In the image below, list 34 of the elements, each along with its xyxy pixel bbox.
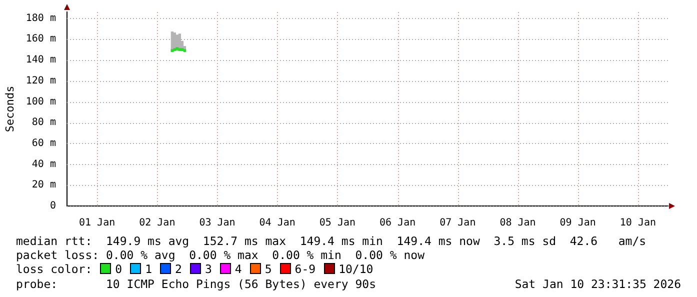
text: Sat Jan 10 23:31:35 2026: [514, 277, 681, 291]
legend-title: loss color:: [16, 262, 92, 276]
y-tick-label: 100 m: [26, 96, 56, 108]
x-tick-label: 08 Jan: [500, 218, 536, 229]
y-tick-label: 40 m: [32, 158, 56, 170]
legend-label: 4: [234, 262, 242, 276]
x-tick-label: 04 Jan: [259, 218, 296, 229]
x-tick-label: 02 Jan: [139, 218, 176, 229]
legend-label: 3: [204, 262, 212, 276]
y-axis-title: Seconds: [3, 86, 16, 132]
y-tick-label: 60 m: [32, 138, 56, 150]
x-tick-label: 03 Jan: [199, 218, 236, 229]
y-tick-label: 120 m: [26, 75, 56, 86]
x-tick-label: 10 Jan: [620, 218, 656, 229]
text: packet loss: 0.00 % avg 0.00 % max 0.00 % min 0.00 % now: [16, 248, 424, 262]
y-tick-label: 140 m: [26, 54, 56, 66]
text: probe: 10 ICMP Echo Pings (56 Bytes) every 90s: [16, 277, 376, 291]
x-tick-label: 09 Jan: [560, 218, 596, 229]
x-tick-label: 05 Jan: [319, 218, 356, 229]
text: median rtt: 149.9 ms avg 152.7 ms max 149.4 ms min 149.4 ms now 3.5 ms sd 42.6 am/s: [16, 234, 646, 248]
x-tick-label: 06 Jan: [379, 218, 416, 229]
y-tick-label: 20 m: [32, 180, 56, 191]
y-tick-label: 0: [50, 200, 56, 212]
legend-label: 10/10: [338, 262, 374, 276]
y-tick-label: 180 m: [26, 12, 56, 24]
y-tick-label: 160 m: [26, 34, 56, 45]
legend-label: 5: [264, 262, 272, 276]
legend-label: 1: [145, 262, 152, 276]
legend-label: 2: [175, 262, 182, 276]
x-tick-label: 07 Jan: [440, 218, 476, 229]
legend-label: 6-9: [294, 262, 316, 276]
x-tick-label: 01 Jan: [78, 218, 116, 229]
y-tick-label: 80 m: [32, 117, 56, 128]
legend-label: 0: [115, 262, 122, 276]
